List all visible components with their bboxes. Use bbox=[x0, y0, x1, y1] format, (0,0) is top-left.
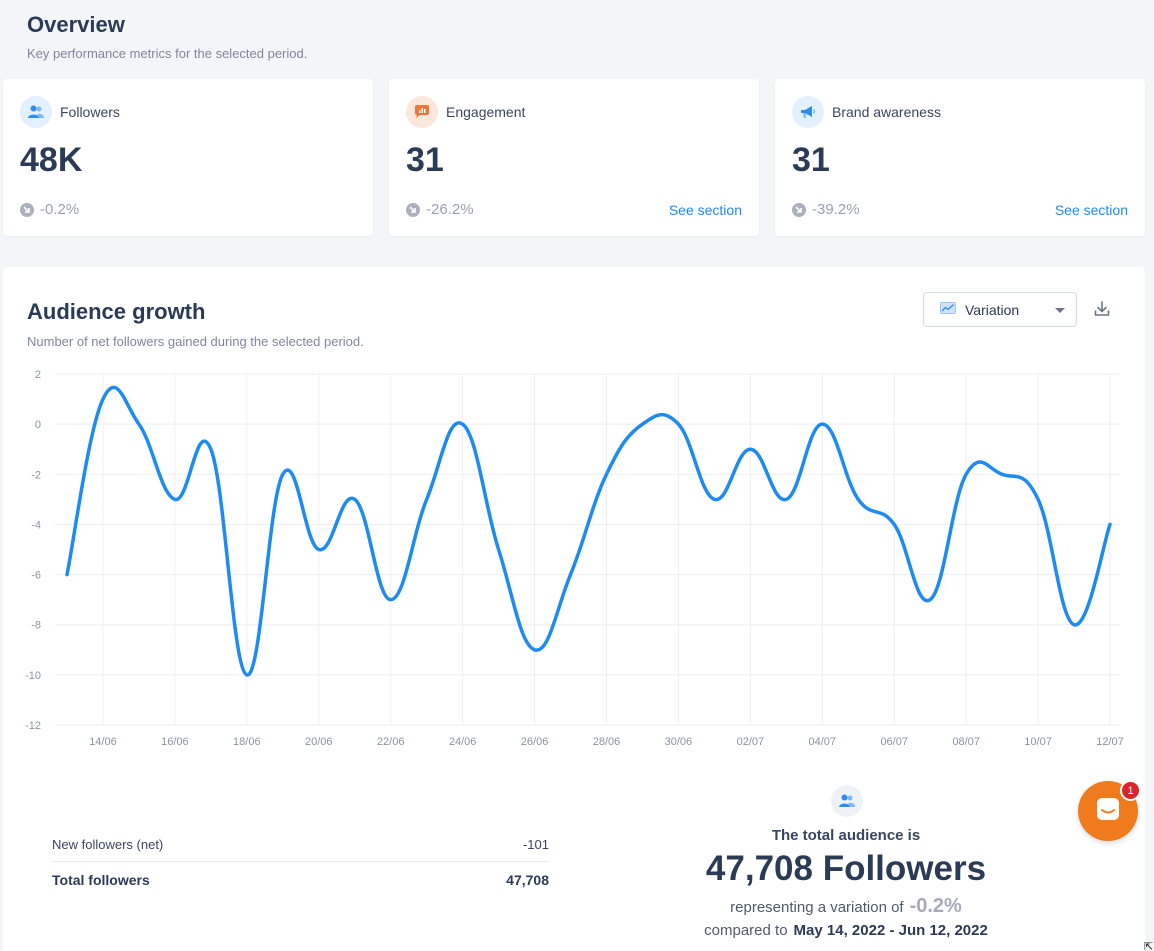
x-tick-label: 18/06 bbox=[233, 736, 261, 748]
y-tick-label: 0 bbox=[35, 419, 41, 431]
audience-compare-text: compared to bbox=[704, 922, 788, 939]
line-chart-icon bbox=[940, 301, 956, 319]
kpi-card-brand-awareness: Brand awareness 31 -39.2% See section bbox=[775, 79, 1145, 236]
y-tick-label: -12 bbox=[25, 720, 41, 732]
x-tick-label: 14/06 bbox=[89, 736, 117, 748]
total-followers-value: 47,708 bbox=[506, 872, 549, 888]
total-followers-label: Total followers bbox=[52, 872, 150, 888]
kpi-change-value: -26.2% bbox=[426, 201, 474, 218]
see-section-link[interactable]: See section bbox=[1054, 202, 1128, 218]
y-tick-label: -4 bbox=[31, 519, 41, 531]
x-tick-label: 06/07 bbox=[880, 736, 908, 748]
x-tick-label: 24/06 bbox=[449, 736, 477, 748]
kpi-change-value: -0.2% bbox=[40, 201, 80, 218]
new-followers-value: -101 bbox=[522, 837, 549, 852]
chat-icon bbox=[1093, 794, 1123, 829]
x-tick-label: 12/07 bbox=[1096, 736, 1124, 748]
audience-variation: representing a variation of -0.2% bbox=[603, 895, 1089, 918]
audience-users-icon bbox=[831, 785, 863, 817]
chevron-down-icon bbox=[1055, 308, 1065, 313]
y-tick-label: -10 bbox=[25, 670, 41, 682]
kpi-card-followers: Followers 48K -0.2% bbox=[3, 79, 373, 236]
x-tick-label: 16/06 bbox=[161, 736, 189, 748]
kpi-card-engagement: Engagement 31 -26.2% See section bbox=[389, 79, 759, 236]
kpi-value: 31 bbox=[406, 141, 444, 179]
series-line bbox=[65, 385, 1112, 677]
y-tick-label: -6 bbox=[31, 570, 41, 582]
audience-variation-pct: -0.2% bbox=[909, 895, 962, 917]
audience-growth-panel: Audience growth Number of net followers … bbox=[3, 267, 1145, 951]
x-tick-label: 30/06 bbox=[665, 736, 693, 748]
new-followers-row: New followers (net) -101 bbox=[52, 837, 549, 862]
growth-subtitle: Number of net followers gained during th… bbox=[27, 334, 364, 349]
x-tick-label: 10/07 bbox=[1024, 736, 1052, 748]
new-followers-label: New followers (net) bbox=[52, 837, 164, 852]
trend-down-icon bbox=[406, 202, 420, 217]
download-icon[interactable] bbox=[1093, 300, 1113, 320]
variation-select-label: Variation bbox=[965, 301, 1020, 318]
total-followers-row: Total followers 47,708 bbox=[52, 872, 549, 888]
kpi-change: -0.2% bbox=[20, 201, 79, 218]
x-tick-label: 28/06 bbox=[593, 736, 621, 748]
growth-title: Audience growth bbox=[27, 299, 206, 324]
audience-variation-text: representing a variation of bbox=[730, 899, 904, 916]
megaphone-icon bbox=[792, 96, 824, 128]
y-tick-label: -2 bbox=[31, 469, 41, 481]
overview-title: Overview bbox=[27, 12, 125, 37]
audience-date-range: May 14, 2022 - Jun 12, 2022 bbox=[793, 922, 988, 939]
overview-subtitle: Key performance metrics for the selected… bbox=[27, 46, 308, 61]
kpi-change: -39.2% bbox=[792, 201, 860, 218]
trend-down-icon bbox=[20, 202, 34, 217]
variation-select[interactable]: Variation bbox=[923, 292, 1077, 327]
y-tick-label: 2 bbox=[35, 369, 41, 381]
x-tick-label: 22/06 bbox=[377, 736, 405, 748]
kpi-label: Followers bbox=[60, 104, 120, 120]
x-tick-label: 26/06 bbox=[521, 736, 549, 748]
audience-compare: compared to May 14, 2022 - Jun 12, 2022 bbox=[603, 922, 1089, 939]
x-tick-label: 20/06 bbox=[305, 736, 333, 748]
kpi-value: 31 bbox=[792, 141, 830, 179]
resize-handle-icon[interactable]: ⇱ bbox=[1144, 941, 1154, 951]
notification-badge: 1 bbox=[1120, 780, 1141, 801]
y-tick-label: -8 bbox=[31, 620, 41, 632]
audience-total: 47,708 Followers bbox=[705, 849, 987, 888]
see-section-link[interactable]: See section bbox=[668, 202, 742, 218]
x-tick-label: 08/07 bbox=[952, 736, 980, 748]
kpi-label: Brand awareness bbox=[832, 104, 941, 120]
kpi-change: -26.2% bbox=[406, 201, 474, 218]
kpi-label: Engagement bbox=[446, 104, 526, 120]
kpi-change-value: -39.2% bbox=[812, 201, 860, 218]
users-icon bbox=[20, 96, 52, 128]
x-tick-label: 04/07 bbox=[809, 736, 837, 748]
x-tick-label: 02/07 bbox=[737, 736, 765, 748]
audience-intro: The total audience is bbox=[771, 827, 921, 844]
chat-bubble-icon bbox=[406, 96, 438, 128]
audience-growth-chart: 2 0 -2 -4 -6 -8 -10 -12 14/06 16/06 18/06 20/06 22/0… bbox=[25, 369, 1124, 748]
kpi-value: 48K bbox=[20, 141, 83, 179]
trend-down-icon bbox=[792, 202, 806, 217]
